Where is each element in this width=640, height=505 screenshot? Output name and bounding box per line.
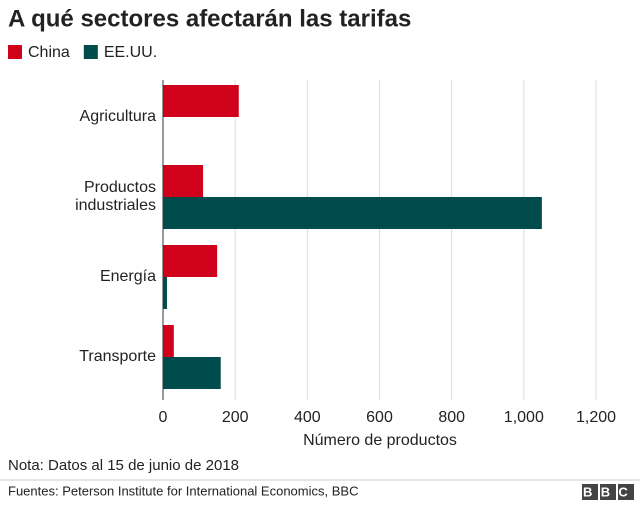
category-text: Energía xyxy=(99,268,156,285)
bar xyxy=(163,85,239,117)
category-label: Productos industriales xyxy=(6,179,156,215)
x-tick-label: 600 xyxy=(366,409,393,426)
category-label: Energía xyxy=(6,268,156,286)
x-tick-label: 800 xyxy=(438,409,465,426)
x-axis-label: Número de productos xyxy=(303,432,457,449)
legend-swatch xyxy=(8,45,22,59)
logo-box xyxy=(618,484,634,500)
bar xyxy=(163,325,174,357)
x-tick-label: 1,200 xyxy=(576,409,616,426)
bar xyxy=(163,197,542,229)
chart-title: A qué sectores afectarán las tarifas xyxy=(8,5,411,32)
note: Nota: Datos al 15 de junio de 2018 xyxy=(8,457,239,474)
legend-swatch xyxy=(83,45,98,59)
category-text: Agricultura xyxy=(79,108,156,125)
category-text: Transporte xyxy=(79,348,156,365)
source: Fuentes: Peterson Institute for Internat… xyxy=(8,483,358,498)
x-tick-label: 1,000 xyxy=(504,409,544,426)
bar xyxy=(163,277,167,309)
legend-label: EE.UU. xyxy=(104,44,157,61)
logo-box xyxy=(600,484,616,500)
category-label: Transporte xyxy=(6,348,156,366)
legend-label: China xyxy=(28,44,70,61)
bar xyxy=(163,357,221,389)
x-tick-label: 0 xyxy=(159,409,168,426)
category-text: Productos industriales xyxy=(75,179,156,214)
category-label: Agricultura xyxy=(6,108,156,126)
logo: BBC xyxy=(583,484,636,499)
x-tick-label: 400 xyxy=(294,409,321,426)
bar xyxy=(163,165,204,197)
logo-box xyxy=(582,484,598,500)
x-tick-label: 200 xyxy=(222,409,249,426)
bar xyxy=(163,245,218,277)
